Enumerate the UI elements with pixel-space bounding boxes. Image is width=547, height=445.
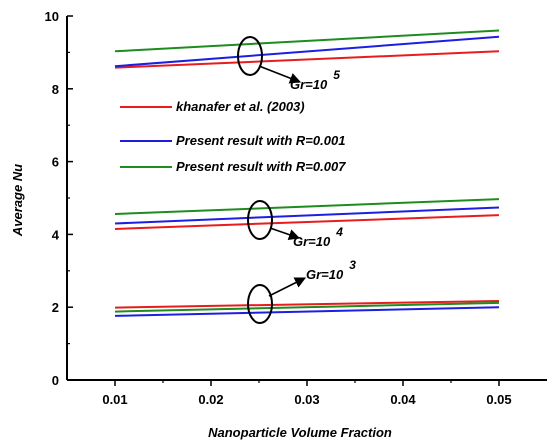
gr-annotation-3: Gr=10 bbox=[306, 267, 344, 282]
legend: khanafer et al. (2003) Present result wit… bbox=[120, 99, 346, 174]
series-line-r0001-group-3 bbox=[114, 306, 500, 317]
x-tick-label: 0.04 bbox=[390, 392, 416, 407]
x-axis-label: Nanoparticle Volume Fraction bbox=[208, 425, 392, 440]
legend-label-r0007: Present result with R=0.007 bbox=[176, 159, 346, 174]
y-tick-label: 2 bbox=[52, 300, 59, 315]
series-lines bbox=[114, 29, 500, 317]
annotations: Gr=10 5 Gr=10 4 Gr=10 3 bbox=[237, 36, 356, 324]
gr-annotation-2: Gr=10 bbox=[293, 234, 331, 249]
group-arrow-2 bbox=[269, 227, 301, 241]
gr-annotation-exponent-1: 5 bbox=[333, 68, 340, 82]
y-tick-label: 4 bbox=[52, 227, 60, 242]
y-tick-label: 0 bbox=[52, 373, 59, 388]
x-tick-label: 0.05 bbox=[486, 392, 511, 407]
series-line-khanafer-group-2 bbox=[114, 214, 500, 230]
y-tick-label: 8 bbox=[52, 82, 59, 97]
series-line-r0007-group-2 bbox=[114, 198, 500, 216]
y-axis-label: Average Nu bbox=[10, 164, 25, 237]
series-line-r0007-group-3 bbox=[114, 301, 500, 313]
x-tick-label: 0.03 bbox=[294, 392, 319, 407]
series-line-r0001-group-1 bbox=[114, 35, 500, 68]
series-line-khanafer-group-3 bbox=[114, 300, 500, 309]
gr-annotation-exponent-2: 4 bbox=[335, 225, 343, 239]
gr-annotation-1: Gr=10 bbox=[290, 77, 328, 92]
legend-label-r0001: Present result with R=0.001 bbox=[176, 133, 345, 148]
series-line-khanafer-group-1 bbox=[114, 50, 500, 69]
group-ellipse-1 bbox=[237, 36, 263, 76]
x-tick-label: 0.01 bbox=[102, 392, 127, 407]
gr-annotation-exponent-3: 3 bbox=[349, 258, 356, 272]
group-arrow-1 bbox=[258, 65, 302, 84]
group-ellipse-3 bbox=[247, 284, 273, 324]
x-tick-label: 0.02 bbox=[198, 392, 223, 407]
y-tick-label: 10 bbox=[45, 9, 59, 24]
series-line-r0001-group-2 bbox=[114, 206, 500, 225]
series-line-r0007-group-1 bbox=[114, 29, 500, 53]
legend-label-khanafer: khanafer et al. (2003) bbox=[176, 99, 305, 114]
group-ellipse-2 bbox=[247, 200, 273, 240]
group-arrow-3 bbox=[268, 277, 307, 297]
axes: 0 2 4 6 8 10 0.01 0.02 0.03 0.04 0.05 bbox=[45, 9, 547, 407]
y-tick-label: 6 bbox=[52, 155, 59, 170]
